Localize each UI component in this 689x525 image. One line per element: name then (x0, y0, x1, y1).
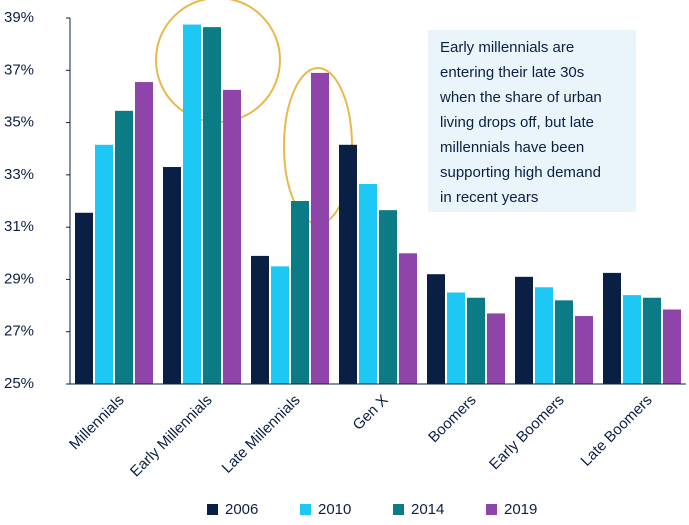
annotation-line: when the share of urban (439, 89, 602, 106)
bar (311, 72, 329, 385)
legend-label: 2010 (318, 501, 351, 518)
legend-swatch (393, 504, 404, 515)
x-tick-label: Late Boomers (578, 392, 656, 470)
y-tick-label: 35% (4, 114, 34, 131)
x-tick-label: Millennials (66, 392, 128, 454)
annotation-line: millennials have been (440, 139, 584, 156)
bar (623, 295, 641, 384)
y-tick-label: 27% (4, 323, 34, 340)
bar (643, 297, 661, 384)
x-tick-label: Early Millennials (127, 392, 216, 481)
x-tick-label: Boomers (425, 392, 479, 446)
bar (223, 89, 241, 385)
bar (575, 316, 593, 384)
legend-label: 2014 (411, 501, 444, 518)
annotation-box (428, 30, 636, 212)
bar (183, 24, 201, 385)
y-tick-label: 33% (4, 166, 34, 183)
bar (663, 309, 681, 384)
x-tick-label: Late Millennials (219, 392, 304, 477)
annotation-line: living drops off, but late (440, 114, 594, 131)
bar (427, 274, 445, 384)
bar (115, 110, 133, 385)
legend-swatch (300, 504, 311, 515)
annotation-line: Early millennials are (440, 39, 574, 56)
bar (467, 297, 485, 384)
bar (555, 300, 573, 384)
annotation-line: supporting high demand (440, 164, 601, 181)
bar (251, 255, 269, 384)
bar (447, 292, 465, 384)
x-tick-label: Gen X (350, 392, 392, 434)
legend-swatch (207, 504, 218, 515)
bar (339, 144, 357, 384)
legend-swatch (486, 504, 497, 515)
annotation-line: in recent years (440, 189, 538, 206)
bar (135, 82, 153, 385)
y-tick-label: 29% (4, 270, 34, 287)
bar (535, 287, 553, 384)
legend-label: 2006 (225, 501, 258, 518)
y-tick-label: 37% (4, 61, 34, 78)
annotation-line: entering their late 30s (440, 64, 584, 81)
bar (603, 272, 621, 384)
bar (291, 201, 309, 384)
bar (271, 266, 289, 384)
bar (95, 144, 113, 384)
y-tick-label: 39% (4, 9, 34, 26)
bar (359, 184, 377, 384)
bar (163, 167, 181, 384)
bar (203, 27, 221, 385)
legend-label: 2019 (504, 501, 537, 518)
bar (379, 210, 397, 384)
x-tick-label: Early Boomers (486, 392, 568, 474)
bar (487, 313, 505, 384)
y-tick-label: 25% (4, 375, 34, 392)
bar (399, 253, 417, 384)
bar (75, 212, 93, 384)
bar (515, 276, 533, 384)
annotation: Early millennials are entering their late… (439, 39, 602, 206)
y-tick-label: 31% (4, 218, 34, 235)
